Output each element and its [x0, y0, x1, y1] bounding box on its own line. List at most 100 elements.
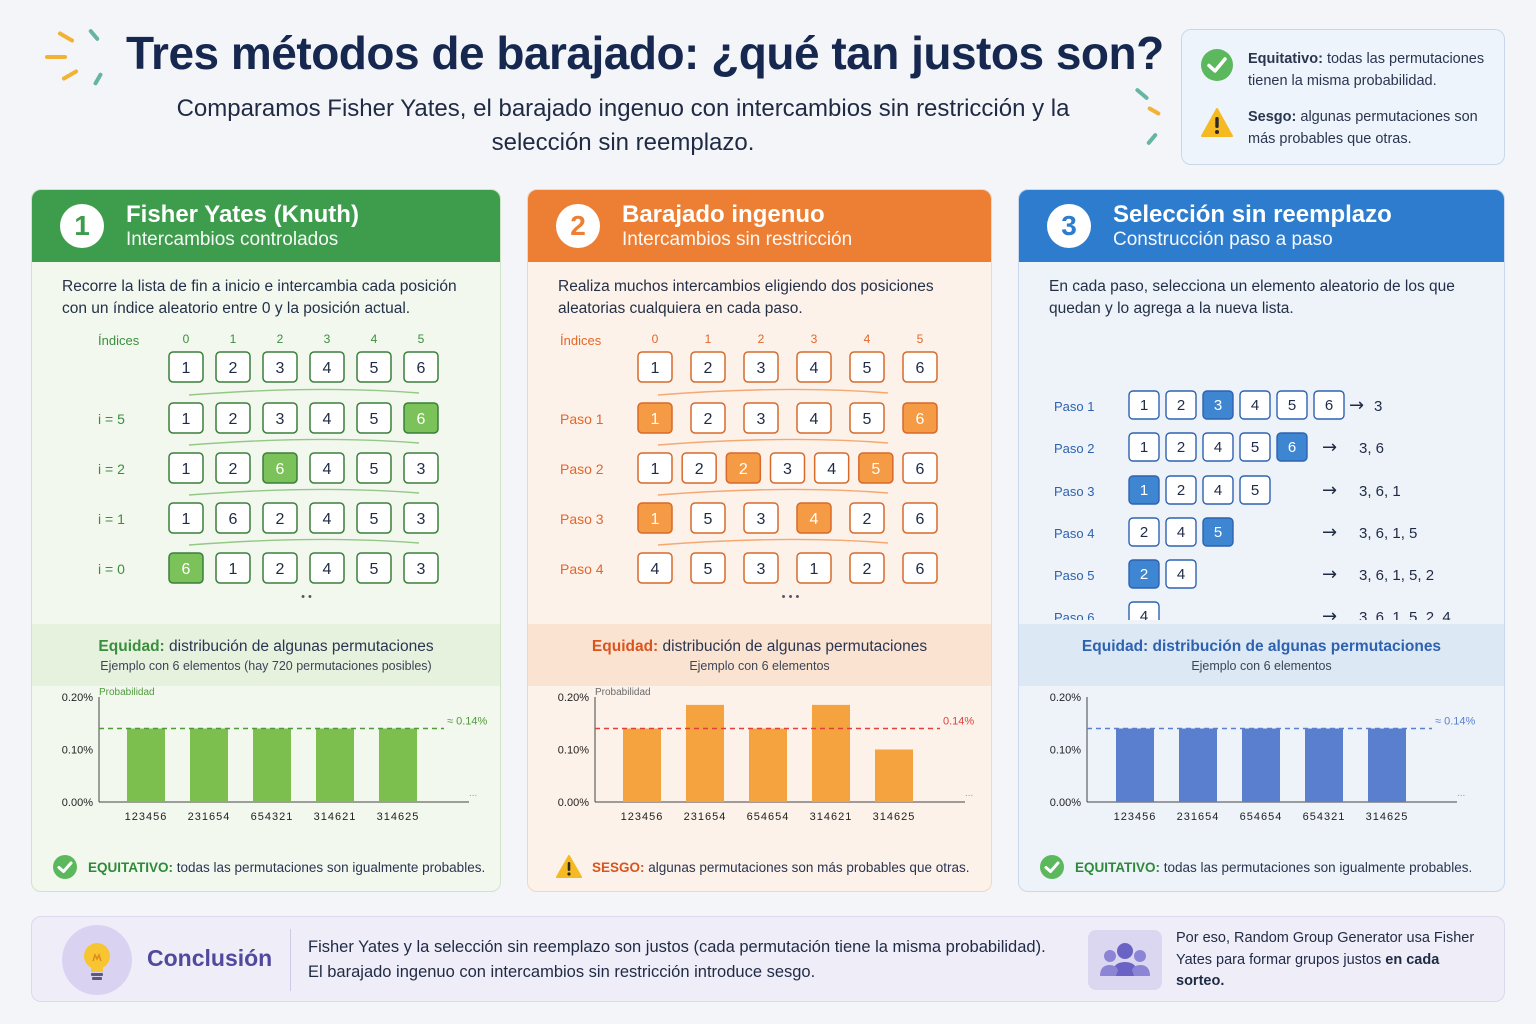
cell-box [902, 402, 938, 434]
cell-value: 1 [1140, 439, 1148, 456]
bar [1305, 728, 1343, 802]
cell-box [1313, 390, 1345, 420]
cell-value: 4 [1140, 608, 1148, 620]
cell-value: 6 [916, 461, 925, 478]
x-tick-label: 654654 [1240, 811, 1283, 823]
cell-value: 4 [1177, 524, 1185, 541]
cell-box [309, 402, 345, 434]
cell-box [796, 502, 832, 534]
cell-box [902, 502, 938, 534]
cell-value: 1 [182, 411, 191, 428]
row-label: Paso 4 [560, 561, 604, 577]
swap-arrow [188, 538, 420, 546]
probability-chart: Probabilidad 0.00% 0.10% 0.20% 123456 231654 6… [62, 687, 488, 823]
cell-box [1128, 517, 1160, 547]
verdict: SESGO: algunas permutaciones son más pro… [556, 854, 969, 880]
cell-box [356, 502, 392, 534]
decor-spark [45, 55, 67, 59]
step-result: 3, 6, 1, 5, 2, 4 [1359, 609, 1451, 620]
cell-box [849, 502, 885, 534]
cell-value: 2 [229, 360, 238, 377]
cell-value: 6 [1325, 397, 1333, 414]
cell-value: 5 [370, 360, 379, 377]
cell-box [262, 452, 298, 484]
conclusion-right: Por eso, Random Group Generator usa Fish… [1176, 930, 1475, 968]
equity-bold: Equidad: [98, 638, 165, 655]
cell-box [743, 402, 779, 434]
cell-box [637, 552, 673, 584]
cell-value: 5 [704, 511, 713, 528]
cell-box [309, 351, 345, 383]
conclusion-right-text: Por eso, Random Group Generator usa Fish… [1176, 928, 1476, 993]
cell-value: 3 [783, 461, 792, 478]
decor-spark [92, 71, 104, 87]
cell-box [743, 351, 779, 383]
cell-value: 1 [651, 511, 660, 528]
ellipsis: ... [1457, 788, 1465, 799]
y-axis-label: Probabilidad [595, 687, 651, 698]
cell-box [262, 402, 298, 434]
cell-value: 4 [1177, 566, 1185, 583]
cell-box [1276, 390, 1308, 420]
y-tick-label: 0.00% [62, 797, 93, 809]
cell-box [690, 502, 726, 534]
cell-box [356, 351, 392, 383]
cell-box [902, 452, 938, 484]
cell-value: 2 [276, 511, 285, 528]
bar [623, 728, 661, 802]
cell-value: 6 [182, 561, 191, 578]
cell-box [849, 351, 885, 383]
y-tick-label: 0.20% [62, 692, 93, 704]
cell-box [403, 351, 439, 383]
ellipsis: • • • [782, 591, 800, 603]
cell-value: 6 [916, 360, 925, 377]
legend-bias-bold: Sesgo: [1248, 109, 1297, 125]
verdict-bold: EQUITATIVO: [1075, 859, 1160, 875]
step-result: 3, 6 [1359, 440, 1384, 457]
decor-spark [1134, 87, 1150, 101]
verdict-text: todas las permutaciones son igualmente p… [176, 859, 486, 875]
bar [1368, 728, 1406, 802]
panel-title: Barajado ingenuo [622, 201, 825, 228]
cell-value: 3 [757, 561, 766, 578]
cell-box [849, 402, 885, 434]
x-tick-label: 123456 [125, 811, 168, 823]
cell-value: 5 [871, 461, 880, 478]
cell-box [637, 402, 673, 434]
arrow-icon: → [1322, 564, 1337, 585]
bar [1116, 728, 1154, 802]
cell-box [681, 452, 717, 484]
y-tick-label: 0.10% [558, 745, 589, 757]
cell-value: 2 [704, 411, 713, 428]
divider [290, 929, 291, 991]
reference-label: ≈ 0.14% [1435, 716, 1476, 728]
cell-box [215, 552, 251, 584]
cell-value: 3 [757, 411, 766, 428]
check-circle-icon [1201, 49, 1233, 81]
legend-box: Equitativo: todas las permutaciones tien… [1181, 29, 1505, 165]
verdict-bold: SESGO: [592, 859, 645, 875]
panel-number: 2 [556, 204, 600, 248]
decor-spark [87, 28, 101, 42]
x-tick-label: 654321 [251, 811, 294, 823]
step-result: 3, 6, 1 [1359, 483, 1401, 500]
cell-value: 2 [229, 461, 238, 478]
x-tick-label: 314625 [377, 811, 420, 823]
step-result: 3, 6, 1, 5, 2 [1359, 567, 1434, 584]
x-tick-label: 654654 [747, 811, 790, 823]
cell-box [309, 502, 345, 534]
panel-subtitle: Construcción paso a paso [1113, 229, 1333, 250]
equity-subtitle: Ejemplo con 6 elementos (hay 720 permuta… [100, 659, 432, 673]
cell-box [637, 452, 673, 484]
equity-header: Equidad: distribución de algunas permuta… [1019, 624, 1504, 686]
cell-box [1239, 475, 1271, 505]
cell-box [725, 452, 762, 484]
cell-value: 1 [182, 461, 191, 478]
row-label: Paso 2 [560, 461, 604, 477]
check-circle-icon [1040, 855, 1064, 879]
reference-label: ≈ 0.14% [447, 716, 488, 728]
x-tick-label: 654321 [1303, 811, 1346, 823]
x-tick-label: 314621 [314, 811, 357, 823]
bar [253, 728, 291, 802]
row-label: i = 1 [98, 511, 125, 527]
